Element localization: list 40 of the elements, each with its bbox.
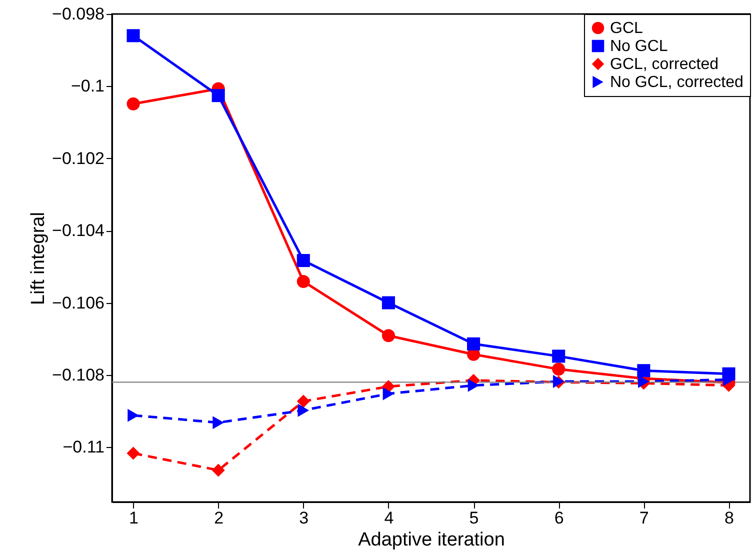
legend-label: GCL, corrected [610,56,718,73]
point [296,254,310,268]
point [552,350,566,363]
point [637,364,650,378]
x-tick-label: 8 [724,508,734,528]
point [296,394,310,408]
x-tick-label: 4 [384,508,394,528]
legend-label: GCL [610,20,643,37]
point [468,378,480,392]
x-tick-label: 2 [214,508,224,528]
x-axis-title: Adaptive iteration [358,530,505,550]
point [212,416,224,430]
x-tick-label: 1 [129,508,138,528]
y-axis-title: Lift integral [28,212,50,305]
y-tick-label: −0.104 [52,221,104,240]
point [382,387,394,400]
point [128,408,139,422]
point [467,337,480,350]
legend-label: No GCL, corrected [610,74,744,91]
y-tick-label: −0.108 [52,365,104,384]
x-tick-label: 6 [554,508,564,528]
y-tick-label: −0.11 [62,438,104,457]
y-tick-label: −0.098 [52,4,104,24]
point [212,89,225,102]
point [212,464,225,477]
point [552,362,566,376]
x-tick-label: 3 [299,508,309,528]
point [382,329,395,342]
x-tick-label: 5 [469,508,479,528]
point [126,446,140,460]
point [126,29,140,42]
x-tick-label: 7 [639,508,649,528]
y-tick-label: −0.102 [52,148,104,168]
point [126,97,140,110]
point [382,296,395,310]
y-tick-label: −0.106 [52,293,104,312]
point [298,404,310,417]
y-tick-label: −0.1 [70,76,104,96]
legend-label: No GCL [610,38,668,55]
point [296,274,310,288]
